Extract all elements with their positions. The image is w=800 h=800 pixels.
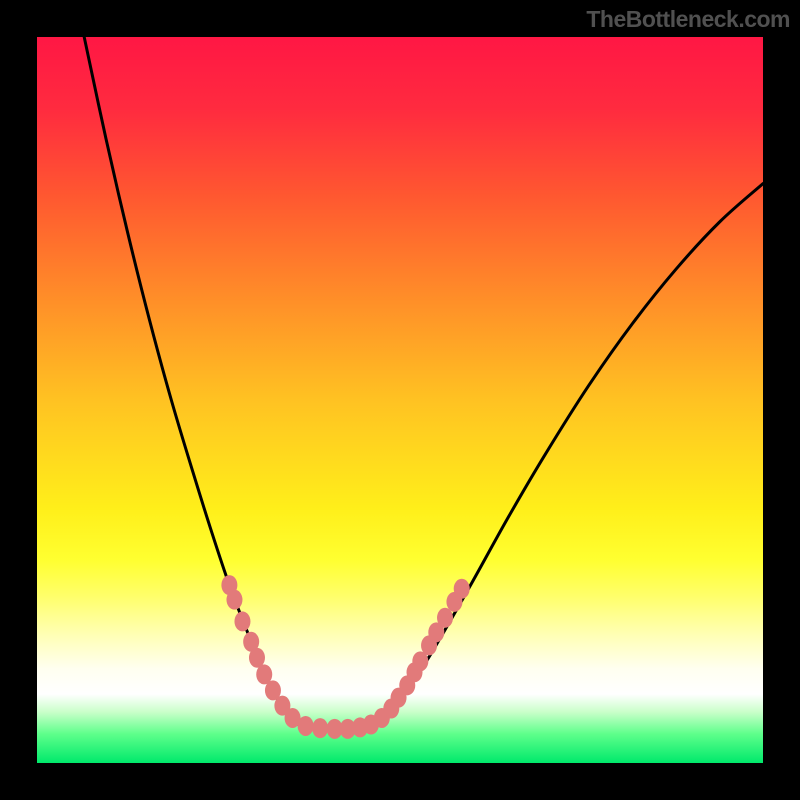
watermark-text: TheBottleneck.com bbox=[586, 6, 790, 33]
data-point bbox=[298, 716, 314, 736]
data-point bbox=[437, 608, 453, 628]
data-point bbox=[234, 611, 250, 631]
data-point bbox=[226, 590, 242, 610]
dots-layer bbox=[37, 37, 763, 763]
data-point bbox=[312, 718, 328, 738]
chart-frame: TheBottleneck.com bbox=[0, 0, 800, 800]
plot-area bbox=[37, 37, 763, 763]
data-point bbox=[454, 579, 470, 599]
